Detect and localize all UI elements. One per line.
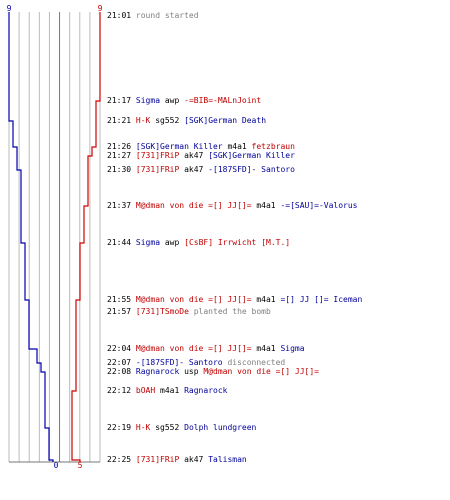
event-part: M@dman von die =[] JJ[]=: [203, 367, 319, 376]
event-part: Dolph lundgreen: [184, 423, 257, 432]
event-time: 21:37: [107, 201, 132, 210]
event-part: m4a1: [160, 386, 180, 395]
event-part: awp: [164, 238, 180, 247]
event-row: 21:26 [SGK]German Killer m4a1 fetzbraun: [107, 142, 295, 152]
event-time: 22:12: [107, 386, 132, 395]
event-row: 22:25 [731]FRiP ak47 Talisman: [107, 455, 247, 465]
event-row: 22:12 bOAH m4a1 Ragnarock: [107, 386, 227, 396]
event-row: 21:30 [731]FRiP ak47 -[187SFD]- Santoro: [107, 165, 295, 175]
event-part: -[187SFD]- Santoro: [135, 358, 223, 367]
event-time: 22:07: [107, 358, 132, 367]
event-time: 21:27: [107, 151, 132, 160]
red-score-start: 9: [98, 4, 103, 13]
event-time: 22:08: [107, 367, 132, 376]
event-row: 22:04 M@dman von die =[] JJ[]= m4a1 Sigm…: [107, 344, 305, 354]
event-part: [731]FRiP: [135, 151, 180, 160]
event-part: Sigma: [280, 344, 305, 353]
event-time: 21:26: [107, 142, 132, 151]
event-part: m4a1: [256, 201, 276, 210]
event-part: planted the bomb: [193, 307, 271, 316]
event-part: fetzbraun: [251, 142, 295, 151]
event-part: disconnected: [227, 358, 286, 367]
event-part: ak47: [184, 455, 204, 464]
event-row: 22:08 Ragnarock usp M@dman von die =[] J…: [107, 367, 319, 377]
event-part: =[] JJ []= Iceman: [280, 295, 363, 304]
event-row: 21:44 Sigma awp [CsBF] Irrwicht [M.T.]: [107, 238, 290, 248]
event-part: [SGK]German Death: [184, 116, 267, 125]
event-part: m4a1: [256, 344, 276, 353]
blue-team-score-line: [8, 12, 54, 462]
event-part: usp: [184, 367, 199, 376]
event-row: 21:57 [731]TSmoDe planted the bomb: [107, 307, 271, 317]
event-part: Sigma: [135, 96, 161, 105]
event-part: H-K: [135, 423, 151, 432]
red-team-score-line: [71, 12, 101, 462]
event-time: 21:17: [107, 96, 132, 105]
event-row: 21:01 round started: [107, 11, 199, 21]
event-part: M@dman von die =[] JJ[]=: [135, 344, 252, 353]
event-time: 22:04: [107, 344, 132, 353]
event-row: 22:07 -[187SFD]- Santoro disconnected: [107, 358, 285, 368]
event-row: 21:21 H-K sg552 [SGK]German Death: [107, 116, 266, 126]
event-part: [CsBF] Irrwicht [M.T.]: [184, 238, 291, 247]
event-time: 21:21: [107, 116, 132, 125]
event-part: Talisman: [208, 455, 247, 464]
event-time: 22:19: [107, 423, 132, 432]
event-part: [731]FRiP: [135, 455, 180, 464]
blue-score-start: 9: [7, 4, 12, 13]
event-part: Sigma: [135, 238, 161, 247]
event-time: 21:44: [107, 238, 132, 247]
event-row: 22:19 H-K sg552 Dolph lundgreen: [107, 423, 256, 433]
event-part: ak47: [184, 151, 204, 160]
event-part: -=[SAU]=-Valorus: [280, 201, 358, 210]
event-part: ak47: [184, 165, 204, 174]
event-part: -=BIB=-MALnJoint: [184, 96, 262, 105]
event-part: H-K: [135, 116, 151, 125]
event-part: bOAH: [135, 386, 156, 395]
event-part: [731]FRiP: [135, 165, 180, 174]
event-part: [SGK]German Killer: [135, 142, 223, 151]
event-time: 21:01: [107, 11, 132, 20]
event-part: m4a1: [256, 295, 276, 304]
event-time: 21:55: [107, 295, 132, 304]
event-part: M@dman von die =[] JJ[]=: [135, 201, 252, 210]
event-part: -[187SFD]- Santoro: [208, 165, 295, 174]
event-part: [SGK]German Killer: [208, 151, 295, 160]
event-time: 22:25: [107, 455, 132, 464]
blue-score-end: 0: [54, 461, 59, 470]
event-row: 21:37 M@dman von die =[] JJ[]= m4a1 -=[S…: [107, 201, 358, 211]
event-part: awp: [164, 96, 180, 105]
event-time: 21:57: [107, 307, 132, 316]
event-part: Ragnarock: [184, 386, 228, 395]
event-part: M@dman von die =[] JJ[]=: [135, 295, 252, 304]
event-part: round started: [135, 11, 199, 20]
event-time: 21:30: [107, 165, 132, 174]
event-part: [731]TSmoDe: [135, 307, 189, 316]
event-part: Ragnarock: [135, 367, 180, 376]
event-row: 21:27 [731]FRiP ak47 [SGK]German Killer: [107, 151, 295, 161]
event-part: sg552: [155, 423, 180, 432]
red-score-end: 5: [78, 461, 83, 470]
event-part: sg552: [155, 116, 180, 125]
event-row: 21:17 Sigma awp -=BIB=-MALnJoint: [107, 96, 261, 106]
event-row: 21:55 M@dman von die =[] JJ[]= m4a1 =[] …: [107, 295, 362, 305]
event-part: m4a1: [227, 142, 247, 151]
